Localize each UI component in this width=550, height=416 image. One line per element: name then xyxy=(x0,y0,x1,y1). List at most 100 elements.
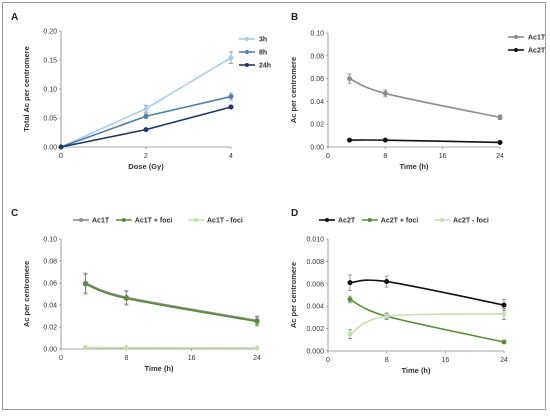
x-tick-label: 0 xyxy=(59,153,63,160)
y-tick-label: 0.008 xyxy=(306,259,324,266)
x-tick-label: 2 xyxy=(144,153,148,160)
legend-label: Ac2T - foci xyxy=(453,218,489,225)
series-line xyxy=(85,282,258,322)
chart-panel-d: D 0.000 0.002 0.004 0.006 0.008 0.010 0 8 16 24 Tim… xyxy=(289,208,508,375)
data-point xyxy=(384,279,390,285)
data-point xyxy=(228,94,234,100)
legend-swatch-marker xyxy=(514,48,518,52)
y-axis-title: Ac per centromere xyxy=(289,262,298,328)
figure-frame: A 0.00 0.05 0.10 0.15 0.20 0 2 4 Dose (Gy) Total A… xyxy=(2,2,546,410)
y-tick-label: 0.10 xyxy=(310,31,324,38)
x-tick-label: 24 xyxy=(253,355,261,362)
legend-label: 8h xyxy=(259,50,267,57)
series-line xyxy=(85,283,258,323)
y-axis-title: Total Ac per centromere xyxy=(22,46,31,131)
y-tick-label: 0.08 xyxy=(43,259,57,266)
y-tick-label: 0.15 xyxy=(43,58,57,65)
y-tick-label: 0.10 xyxy=(43,237,57,244)
legend-swatch-marker xyxy=(79,218,83,222)
panel-letter: B xyxy=(291,12,298,23)
data-point xyxy=(501,302,507,308)
series-8h xyxy=(58,92,234,150)
y-tick-label: 0.20 xyxy=(43,29,57,36)
y-tick-label: 0.06 xyxy=(310,76,324,83)
y-tick-label: 0.04 xyxy=(310,99,324,106)
panel-letter: D xyxy=(291,208,298,219)
y-tick-label: 0.08 xyxy=(310,53,324,60)
legend-label: 3h xyxy=(259,37,267,44)
data-point xyxy=(382,137,388,143)
data-point xyxy=(254,319,260,324)
x-tick-label: 8 xyxy=(383,153,387,160)
legend-swatch-marker xyxy=(367,218,372,222)
data-point xyxy=(497,139,503,145)
y-tick-label: 0.00 xyxy=(43,145,57,152)
data-point xyxy=(58,144,64,150)
x-tick-label: 16 xyxy=(188,355,196,362)
y-tick-label: 0.002 xyxy=(306,326,324,333)
data-point xyxy=(83,344,88,350)
series-line xyxy=(349,313,505,335)
series-line xyxy=(349,298,505,343)
legend-swatch-marker xyxy=(245,37,249,41)
y-tick-label: 0.00 xyxy=(310,145,324,152)
series-ac1t xyxy=(347,73,503,120)
series-ac1t-foci xyxy=(83,344,260,351)
legend-swatch-marker xyxy=(245,63,249,67)
x-axis-title: Dose (Gy) xyxy=(128,162,164,171)
x-tick-label: 24 xyxy=(500,357,508,364)
legend-swatch-marker xyxy=(514,35,518,39)
series-ac2t-foci xyxy=(347,308,507,340)
legend-label: Ac1T xyxy=(528,35,546,42)
legend-label: Ac2T xyxy=(528,48,546,55)
legend-label: 24h xyxy=(259,63,271,70)
series-24h xyxy=(58,104,234,150)
x-tick-label: 16 xyxy=(439,153,447,160)
x-tick-label: 8 xyxy=(124,355,128,362)
legend-swatch-marker xyxy=(440,218,444,222)
legend-swatch-marker xyxy=(121,218,126,222)
series-line xyxy=(349,279,505,306)
data-point xyxy=(143,113,149,119)
y-axis-title: Ac per centromere xyxy=(289,57,298,123)
y-tick-label: 0.000 xyxy=(306,349,324,356)
data-point xyxy=(347,137,352,143)
y-tick-label: 0.06 xyxy=(43,281,57,288)
legend-label: Ac1T - foci xyxy=(207,218,243,225)
data-point xyxy=(83,281,88,287)
panel-letter: C xyxy=(11,208,18,219)
data-point xyxy=(228,55,234,61)
x-axis-title: Time (h) xyxy=(399,162,429,171)
series-3h xyxy=(58,51,234,150)
series-line xyxy=(349,139,501,144)
y-tick-label: 0.00 xyxy=(43,347,57,354)
x-tick-label: 0 xyxy=(326,153,330,160)
data-point xyxy=(123,345,129,351)
data-point xyxy=(228,104,234,110)
series-ac2t xyxy=(347,274,507,312)
y-axis-title: Ac per centromere xyxy=(22,261,31,327)
y-tick-label: 0.05 xyxy=(43,116,57,123)
legend-label: Ac2T xyxy=(338,218,356,225)
data-point xyxy=(123,295,129,301)
data-point xyxy=(382,90,388,96)
data-point xyxy=(384,313,390,319)
y-tick-label: 0.10 xyxy=(43,87,57,94)
legend-label: Ac1T xyxy=(92,218,110,225)
y-tick-label: 0.006 xyxy=(306,281,324,288)
chart-panel-b: B 0.00 0.02 0.04 0.06 0.08 0.10 0 8 16 24 Time (h) A… xyxy=(289,12,546,171)
legend-swatch-marker xyxy=(325,218,329,222)
series-line xyxy=(349,77,501,119)
data-point xyxy=(501,311,507,317)
data-point xyxy=(497,114,503,120)
series-ac2t xyxy=(347,137,503,145)
data-point xyxy=(347,280,353,286)
x-tick-label: 24 xyxy=(496,153,504,160)
legend-label: Ac2T + foci xyxy=(381,218,419,225)
y-tick-label: 0.02 xyxy=(310,122,324,129)
legend: Ac1T Ac1T + foci Ac1T - foci xyxy=(73,218,243,225)
x-tick-label: 8 xyxy=(385,357,389,364)
data-point xyxy=(347,76,352,82)
legend-swatch-marker xyxy=(194,218,198,222)
